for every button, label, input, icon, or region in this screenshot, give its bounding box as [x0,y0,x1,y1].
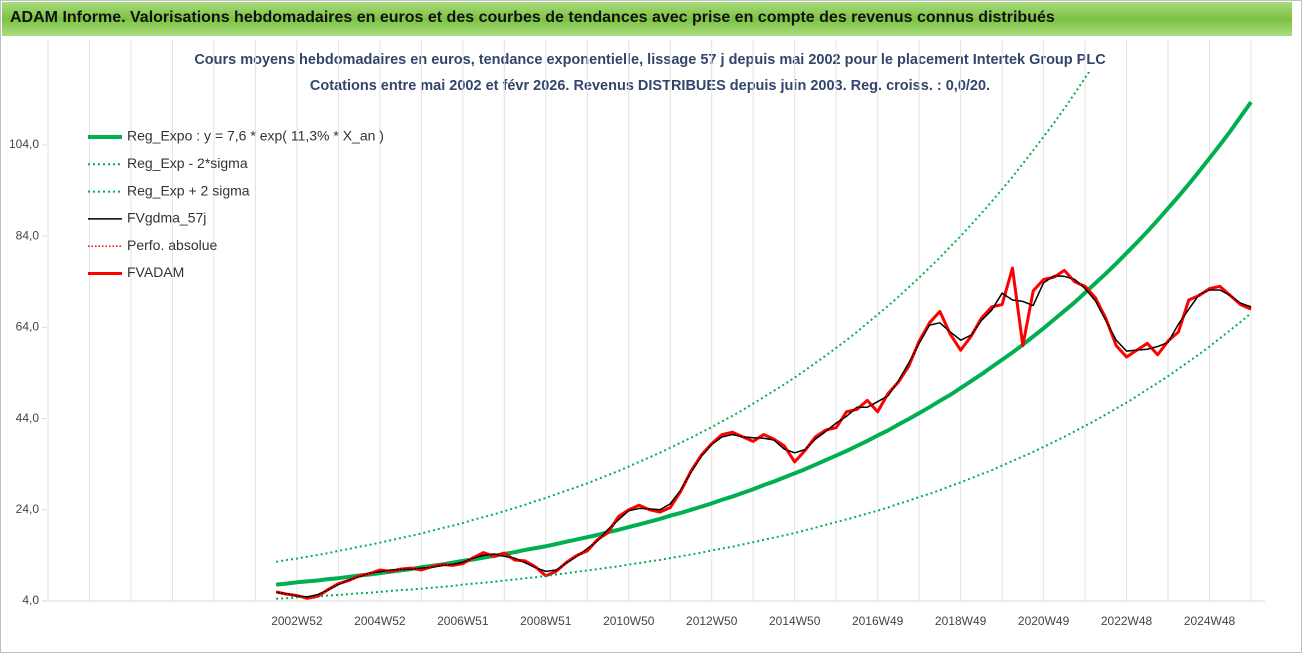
y-tick-label: 104,0 [9,137,39,151]
x-tick-label: 2022W48 [1101,614,1153,628]
series-line [276,312,1252,600]
legend-label: Reg_Exp - 2*sigma [127,155,248,171]
header-bar: ADAM Informe. Valorisations hebdomadaire… [2,2,1292,36]
x-tick-label: 2014W50 [769,614,821,628]
page-title: ADAM Informe. Valorisations hebdomadaire… [10,9,1055,26]
legend-label: FVgdma_57j [127,210,206,226]
x-tick-label: 2008W51 [520,614,572,628]
series-line [276,275,1252,598]
chart-subtitle: Cours moyens hebdomadaires en euros, ten… [194,52,1106,68]
series-line [275,267,1252,600]
y-tick-label: 44,0 [16,411,40,425]
x-tick-label: 2016W49 [852,614,904,628]
x-tick-label: 2020W49 [1018,614,1070,628]
x-tick-label: 2006W51 [437,614,489,628]
y-tick-label: 84,0 [16,228,40,242]
x-tick-label: 2024W48 [1184,614,1236,628]
y-tick-label: 4,0 [22,593,39,607]
legend-label: Reg_Expo : y = 7,6 * exp( 11,3% * X_an ) [127,128,384,144]
x-tick-label: 2012W50 [686,614,738,628]
legend-label: Reg_Exp + 2 sigma [127,182,250,198]
legend-label: Perfo. absolue [127,237,217,253]
chart-subtitle: Cotations entre mai 2002 et févr 2026. R… [310,78,990,94]
x-tick-label: 2004W52 [354,614,406,628]
y-tick-label: 24,0 [16,502,40,516]
y-tick-label: 64,0 [16,320,40,334]
x-tick-label: 2002W52 [271,614,323,628]
series-line [275,100,1253,587]
plot-area [275,72,1253,600]
x-tick-label: 2018W49 [935,614,987,628]
series-line [275,72,1091,563]
legend-label: FVADAM [127,264,184,280]
x-tick-label: 2010W50 [603,614,655,628]
